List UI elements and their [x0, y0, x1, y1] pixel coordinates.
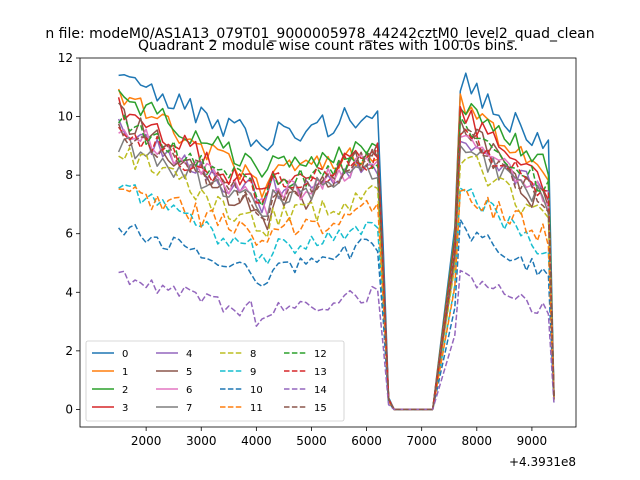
y-tick-label: 2 [65, 344, 73, 358]
series-line-11 [118, 186, 555, 411]
series-line-12 [117, 114, 555, 411]
y-tick-label: 10 [58, 110, 73, 124]
x-axis-ticks: 2000 3000 4000 5000 6000 7000 8000 9000 [131, 427, 547, 448]
x-tick-label: 2000 [131, 434, 162, 448]
legend-label-8: 8 [250, 349, 256, 360]
y-tick-label: 0 [65, 402, 73, 416]
y-tick-label: 6 [65, 227, 73, 241]
y-tick-label: 8 [65, 168, 73, 182]
x-tick-label: 9000 [517, 434, 548, 448]
legend-box [85, 340, 345, 422]
legend-label-7: 7 [186, 403, 192, 414]
legend-label-10: 10 [250, 385, 263, 396]
x-axis-offset-label: +4.3931e8 [509, 455, 576, 469]
x-tick-label: 4000 [241, 434, 272, 448]
series-line-3 [117, 97, 555, 411]
series-line-7 [117, 136, 555, 411]
y-axis-ticks: 0 2 4 6 8 10 12 [58, 51, 80, 416]
legend-label-13: 13 [314, 367, 327, 378]
chart-title: Quadrant 2 module wise count rates with … [138, 38, 518, 54]
y-tick-label: 4 [65, 285, 73, 299]
legend-label-2: 2 [122, 385, 128, 396]
axes-frame [79, 57, 577, 428]
series-line-14 [118, 269, 555, 411]
legend-label-15: 15 [314, 403, 327, 414]
axes-border [79, 57, 577, 428]
legend-label-1: 1 [122, 367, 128, 378]
legend-label-14: 14 [314, 385, 327, 396]
legend-label-11: 11 [250, 403, 263, 414]
series-line-6 [118, 128, 555, 411]
legend-label-5: 5 [186, 367, 192, 378]
legend-label-3: 3 [122, 403, 128, 414]
x-tick-label: 5000 [296, 434, 327, 448]
plot-lines [117, 72, 555, 411]
legend-label-12: 12 [314, 349, 327, 360]
legend-label-0: 0 [122, 349, 128, 360]
legend-label-6: 6 [186, 385, 192, 396]
series-line-13 [117, 126, 555, 411]
x-tick-label: 8000 [462, 434, 493, 448]
series-line-9 [118, 184, 555, 411]
x-tick-label: 7000 [406, 434, 437, 448]
series-line-15 [117, 123, 555, 411]
legend-label-9: 9 [250, 367, 256, 378]
x-tick-label: 3000 [186, 434, 217, 448]
series-line-0 [118, 72, 555, 411]
x-tick-label: 6000 [351, 434, 382, 448]
y-tick-label: 12 [58, 51, 73, 65]
series-line-10 [118, 218, 555, 411]
legend-label-4: 4 [186, 349, 192, 360]
figure-suptitle: n file: modeM0/AS1A13_079T01_9000005978_… [45, 26, 594, 42]
series-line-8 [118, 147, 555, 411]
